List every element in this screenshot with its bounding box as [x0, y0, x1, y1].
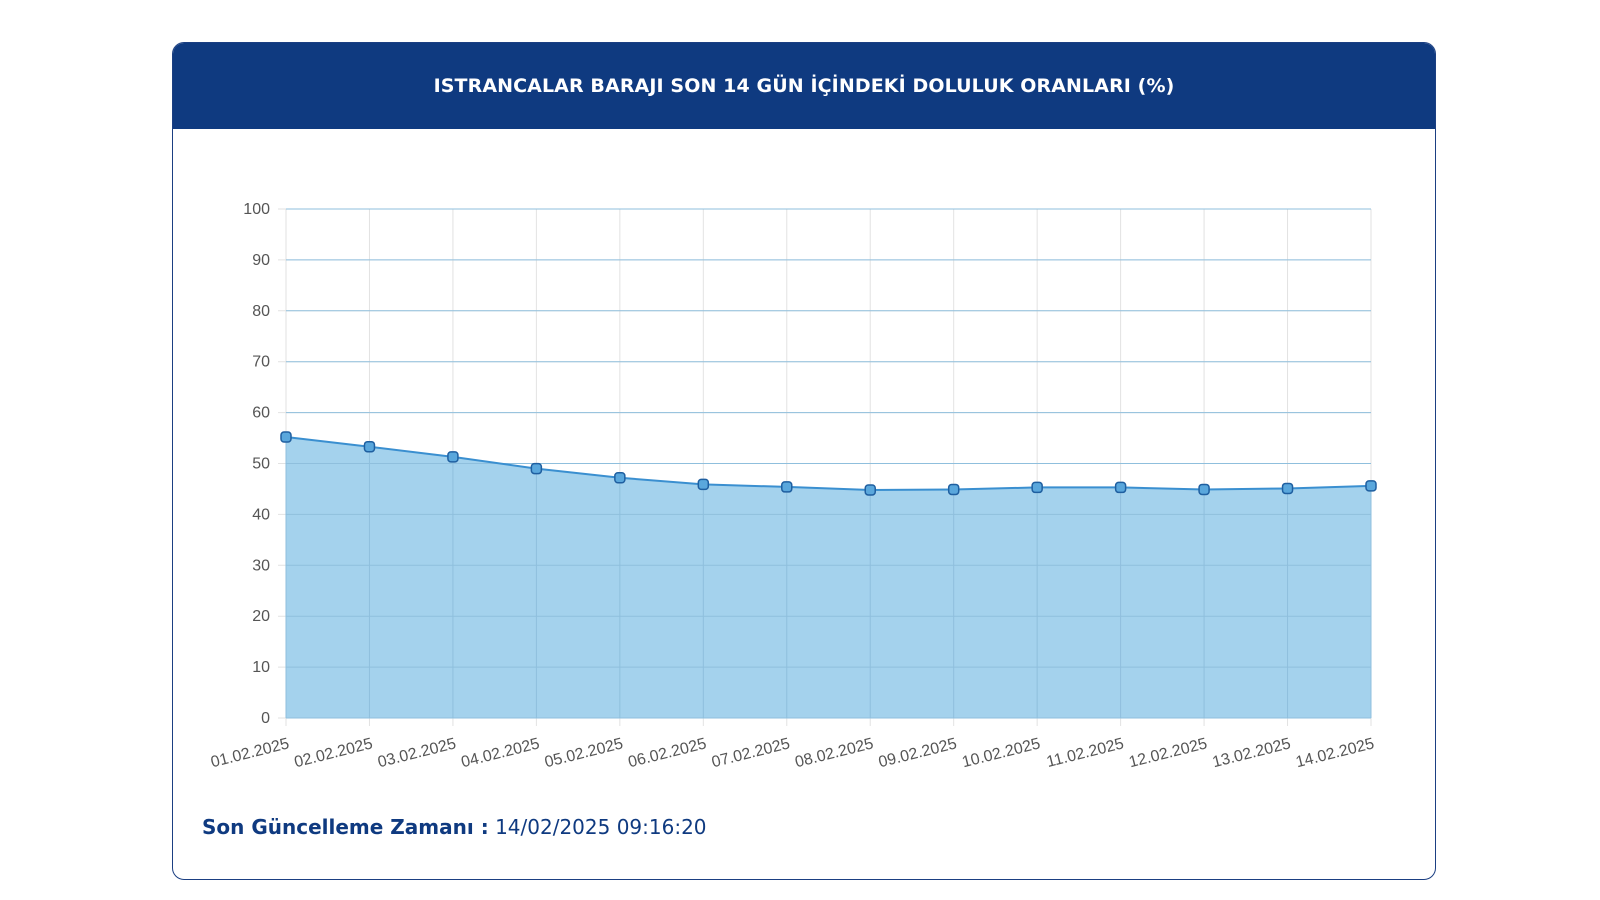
last-update: Son Güncelleme Zamanı : 14/02/2025 09:16…: [202, 815, 707, 839]
data-point[interactable]: [864, 484, 876, 496]
data-point[interactable]: [947, 483, 960, 496]
data-point[interactable]: [1281, 482, 1294, 495]
y-tick-label: 60: [252, 405, 270, 422]
y-tick-label: 70: [252, 354, 270, 371]
data-point[interactable]: [363, 440, 376, 453]
x-tick-label: 05.02.2025: [543, 735, 625, 771]
chart-area: 100 90 80 70 60 50 40 30 20 10 0 01.02.2025 02.02.2…: [173, 129, 1435, 789]
data-points: [280, 431, 1377, 496]
chart-title: ISTRANCALAR BARAJI SON 14 GÜN İÇİNDEKİ D…: [433, 75, 1175, 97]
x-tick-label: 02.02.2025: [293, 735, 375, 771]
data-point[interactable]: [1031, 481, 1043, 494]
data-point[interactable]: [280, 431, 292, 443]
y-tick-label: 40: [252, 506, 270, 523]
dam-occupancy-card: ISTRANCALAR BARAJI SON 14 GÜN İÇİNDEKİ D…: [172, 42, 1436, 880]
x-tick-label: 14.02.2025: [1294, 735, 1376, 771]
x-axis-ticks: 01.02.2025 02.02.2025 03.02.2025 04.02.2025…: [209, 735, 1376, 771]
x-tick-label: 12.02.2025: [1127, 735, 1209, 771]
last-update-value: 14/02/2025 09:16:20: [495, 815, 707, 839]
y-tick-label: 30: [252, 557, 270, 574]
area-series: [285, 208, 1372, 719]
y-tick-label: 100: [243, 201, 270, 218]
y-tick-label: 20: [252, 608, 270, 625]
y-tick-label: 80: [252, 303, 270, 320]
data-point[interactable]: [697, 478, 710, 491]
x-tick-label: 04.02.2025: [460, 735, 542, 771]
y-tick-label: 0: [261, 710, 270, 727]
data-point[interactable]: [447, 451, 459, 463]
data-point[interactable]: [1114, 481, 1127, 494]
data-point[interactable]: [614, 472, 626, 484]
x-tick-label: 06.02.2025: [626, 735, 708, 771]
x-tick-label: 03.02.2025: [376, 735, 458, 771]
x-tick-label: 13.02.2025: [1211, 735, 1293, 771]
data-point[interactable]: [781, 481, 793, 493]
data-point[interactable]: [1198, 483, 1210, 496]
data-point[interactable]: [1365, 480, 1377, 492]
x-tick-label: 08.02.2025: [793, 735, 875, 771]
x-tick-label: 11.02.2025: [1045, 735, 1126, 771]
x-tick-label: 10.02.2025: [960, 735, 1042, 771]
y-tick-label: 90: [252, 252, 270, 269]
last-update-label: Son Güncelleme Zamanı :: [202, 815, 489, 839]
y-tick-label: 10: [252, 659, 270, 676]
x-tick-label: 09.02.2025: [877, 735, 959, 771]
x-tick-label: 07.02.2025: [710, 735, 792, 771]
y-tick-label: 50: [252, 456, 270, 473]
card-header: ISTRANCALAR BARAJI SON 14 GÜN İÇİNDEKİ D…: [173, 43, 1435, 129]
series-line: [285, 436, 1372, 491]
x-tick-label: 01.02.2025: [209, 735, 291, 771]
data-point[interactable]: [530, 462, 543, 475]
area-fill: [286, 437, 1371, 718]
